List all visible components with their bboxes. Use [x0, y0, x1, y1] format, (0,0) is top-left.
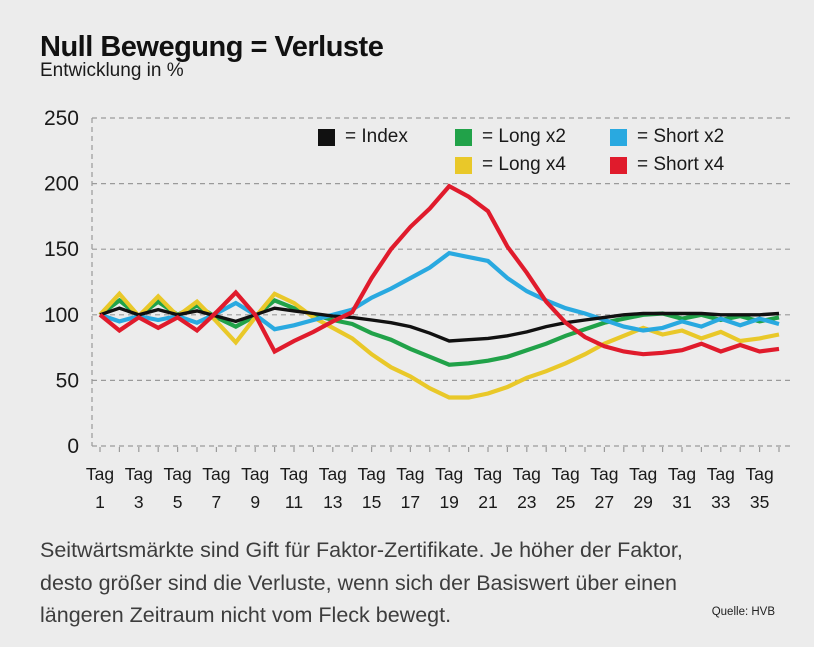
x-axis-tick-label: 29	[633, 492, 652, 512]
x-axis-tick-label: Tag	[707, 464, 735, 484]
y-axis-tick-label: 100	[44, 304, 79, 327]
x-axis-tick-label: 23	[517, 492, 536, 512]
y-axis-tick-label: 250	[44, 107, 79, 130]
legend-item-short-x4: = Short x4	[610, 154, 724, 176]
x-axis-tick-label: 11	[285, 492, 303, 512]
x-axis-tick-label: Tag	[396, 464, 424, 484]
caption-line: längeren Zeitraum nicht vom Fleck bewegt…	[40, 603, 452, 627]
caption-line: Seitwärtsmärkte sind Gift für Faktor-Zer…	[40, 538, 683, 562]
x-axis-tick-label: 17	[401, 492, 420, 512]
chart-subtitle: Entwicklung in %	[40, 60, 184, 81]
x-axis-tick-label: 27	[595, 492, 614, 512]
legend-item-long-x2: = Long x2	[455, 126, 566, 148]
x-axis-tick-label: Tag	[551, 464, 579, 484]
x-axis-tick-label: Tag	[125, 464, 153, 484]
chart-caption: Seitwärtsmärkte sind Gift für Faktor-Zer…	[40, 534, 683, 632]
x-axis-tick-label: 3	[134, 492, 144, 512]
x-axis-tick-label: Tag	[202, 464, 230, 484]
legend-swatch-short-x2	[610, 128, 627, 146]
legend-swatch-long-x4	[455, 156, 472, 174]
x-axis-tick-label: 9	[250, 492, 260, 512]
x-axis-tick-label: Tag	[280, 464, 308, 484]
y-axis-tick-label: 0	[67, 435, 79, 458]
series-line-long-x4	[98, 290, 780, 400]
legend-item-long-x4: = Long x4	[455, 154, 566, 176]
x-axis-tick-label: Tag	[319, 464, 347, 484]
x-axis-tick-label: 13	[323, 492, 342, 512]
y-axis-tick-label: 50	[56, 369, 79, 392]
y-axis-tick-label: 200	[44, 173, 79, 196]
x-axis-tick-label: Tag	[241, 464, 269, 484]
x-axis-tick-label: 35	[750, 492, 769, 512]
legend-label-short-x4: = Short x4	[637, 154, 725, 175]
x-axis-tick-label: 33	[711, 492, 730, 512]
legend-item-index: = Index	[318, 126, 408, 148]
source-label: Quelle: HVB	[711, 606, 775, 618]
x-axis-tick-label: Tag	[474, 464, 502, 484]
x-axis-tick-label: 21	[478, 492, 497, 512]
x-axis-tick-label: Tag	[590, 464, 618, 484]
x-axis-tick-label: 19	[439, 492, 458, 512]
legend-swatch-long-x2	[455, 128, 472, 146]
legend-label-long-x4: = Long x4	[482, 154, 566, 175]
x-axis-tick-label: 7	[212, 492, 222, 512]
legend-item-short-x2: = Short x2	[610, 126, 724, 148]
caption-line: desto größer sind die Verluste, wenn sic…	[40, 570, 677, 595]
page-title: Null Bewegung = Verluste	[40, 31, 384, 64]
x-axis-tick-label: 5	[173, 492, 183, 512]
series-line-short-x4	[98, 183, 780, 357]
legend-label-short-x2: = Short x2	[637, 126, 725, 147]
legend-swatch-short-x4	[610, 156, 627, 174]
x-axis-tick-label: Tag	[668, 464, 696, 484]
legend-label-long-x2: = Long x2	[482, 126, 566, 147]
y-axis-tick-label: 150	[44, 238, 79, 261]
x-axis-tick-label: Tag	[629, 464, 657, 484]
legend-swatch-index	[318, 128, 335, 146]
x-axis-tick-label: 31	[672, 492, 691, 512]
x-axis-tick-label: Tag	[435, 464, 463, 484]
x-axis-tick-label: Tag	[745, 464, 773, 484]
x-axis-tick-label: 15	[362, 492, 381, 512]
x-axis-tick-label: Tag	[513, 464, 541, 484]
x-axis-tick-label: Tag	[86, 464, 114, 484]
legend-label-index: = Index	[345, 126, 408, 147]
x-axis-tick-label: Tag	[163, 464, 191, 484]
x-axis-tick-label: 1	[95, 492, 105, 512]
x-axis-tick-label: 25	[556, 492, 575, 512]
x-axis-tick-label: Tag	[357, 464, 385, 484]
